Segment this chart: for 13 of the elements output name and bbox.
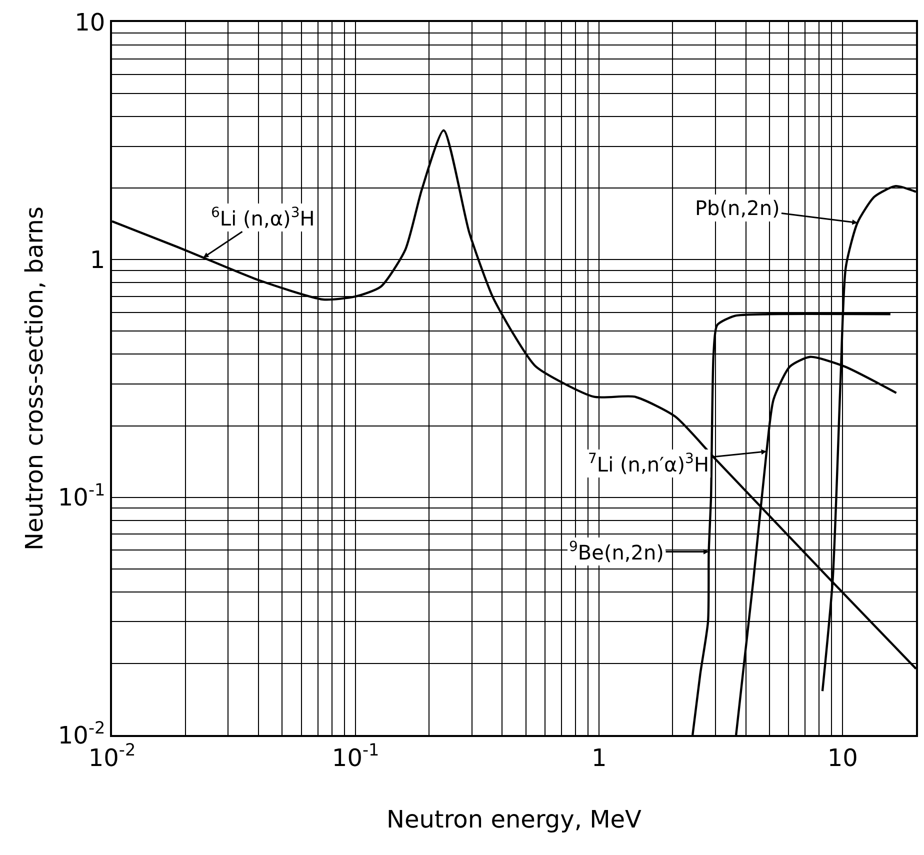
y-axis-title: Neutron cross-section, barns: [20, 206, 49, 550]
y-tick-label: 1: [90, 246, 106, 274]
x-tick-label: 10: [827, 744, 858, 772]
x-axis-title: Neutron energy, MeV: [386, 806, 642, 834]
annotation: Pb(n,2n): [695, 196, 780, 220]
annotation: $^{6}$Li (n,α)$^{3}$H: [211, 205, 315, 230]
y-tick-label: 10: [74, 8, 106, 36]
y-tick-label: 10$^{-1}$: [58, 480, 106, 512]
y-tick-label: 10$^{-2}$: [58, 717, 106, 750]
x-tick-label: 10$^{-1}$: [332, 740, 380, 772]
annotation: $^{9}$Be(n,2n): [569, 539, 664, 564]
annotation: $^{7}$Li (n,n′α)$^{3}$H: [588, 451, 709, 476]
x-tick-label: 1: [591, 744, 607, 772]
